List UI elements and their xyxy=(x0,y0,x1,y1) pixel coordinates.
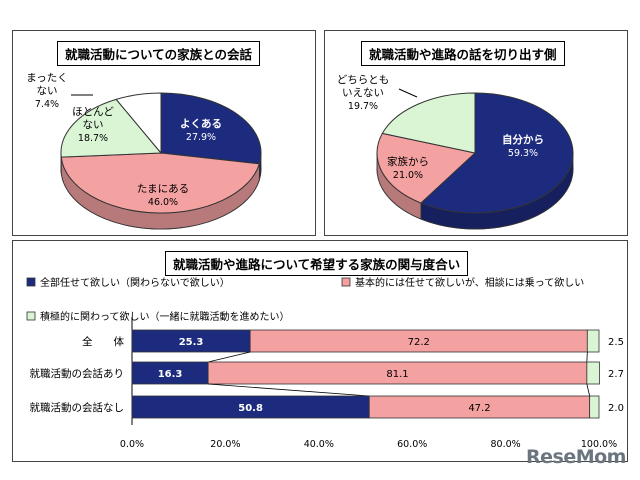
bar-segment xyxy=(586,329,600,353)
pie2-svg: 自分から 59.3% 家族から 21.0% どちらともいえない 19.7% xyxy=(337,74,574,230)
bar-svg: 全部任せて欲しい（関わらないで欲しい） 基本的には任せて欲しいが、相談には乗って欲… xyxy=(26,276,624,450)
series-connector-line xyxy=(208,351,251,363)
bar-panel-family-involvement: 就職活動や進路について希望する家族の関与度合い 全部任せて欲しい（関わらないで欲… xyxy=(12,240,628,462)
pie-slice-value: 18.7% xyxy=(78,133,108,144)
legend-swatch xyxy=(26,311,36,321)
x-tick-label: 20.0% xyxy=(210,439,240,450)
legend-label: 積極的に関わって欲しい（一緒に就職活動を進めたい） xyxy=(40,310,290,323)
pie-slice xyxy=(60,98,163,158)
pie-slice-label: どちらともいえない xyxy=(337,74,390,99)
pie-slice-value: 59.3% xyxy=(508,148,538,159)
x-tick-label: 80.0% xyxy=(491,439,521,450)
bar-value-label: 50.8 xyxy=(238,403,263,414)
bar-segment xyxy=(589,395,600,419)
pie-slice xyxy=(160,92,262,165)
bar-segment xyxy=(586,361,600,385)
legend-swatch xyxy=(26,277,36,287)
pie2-title: 就職活動や進路の話を切り出す側 xyxy=(361,41,565,66)
pie-slice xyxy=(115,92,162,155)
bar-value-label: 25.3 xyxy=(179,337,204,348)
pie-slice-label: よくある xyxy=(180,117,222,130)
pie-panel-who-starts-talk: 就職活動や進路の話を切り出す側 自分から 59.3% 家族から 21.0% どちらともい… xyxy=(324,30,628,236)
pie-slice-label: 自分から xyxy=(502,133,544,146)
pie-slice-label: ほとんどない xyxy=(72,106,114,131)
x-tick-label: 40.0% xyxy=(304,439,334,450)
pie-slice-value: 27.9% xyxy=(186,132,216,143)
bar-value-label: 72.2 xyxy=(408,337,430,348)
legend-label: 基本的には任せて欲しいが、相談には乗って欲しい xyxy=(355,276,584,289)
pie-slice xyxy=(376,132,477,204)
pie-slice-value: 19.7% xyxy=(348,101,378,112)
pie-slice-value: 21.0% xyxy=(393,170,423,181)
legend-label: 全部任せて欲しい（関わらないで欲しい） xyxy=(40,276,230,289)
resemom-watermark: ReseMom xyxy=(526,446,626,468)
pie-slice xyxy=(381,92,476,154)
pie-slice-value: 7.4% xyxy=(35,99,59,110)
pie-panel-family-conversation: 就職活動についての家族との会話 よくある 27.9% たまにある 46.0% ほとんどな… xyxy=(12,30,316,236)
x-tick-label: 60.0% xyxy=(397,439,427,450)
pie-leader-line xyxy=(398,88,418,98)
pie-slice-label: たまにある xyxy=(137,183,189,195)
category-label: 全 体 xyxy=(82,335,124,348)
pie-slice-label: まったくない xyxy=(26,72,68,97)
bar-value-label: 47.2 xyxy=(468,403,490,414)
bar-value-label: 81.1 xyxy=(386,369,408,380)
pie-slice xyxy=(60,152,261,214)
pie1-svg: よくある 27.9% たまにある 46.0% ほとんどない 18.7% まったくない 7.4% xyxy=(26,72,262,230)
pie-slice-value: 46.0% xyxy=(148,197,178,208)
series-connector-line xyxy=(586,383,591,397)
pie-slice-label: 家族から xyxy=(387,155,429,168)
pie-slice xyxy=(420,92,574,214)
x-tick-label: 100.0% xyxy=(581,439,617,450)
bar-value-label: 2.0 xyxy=(608,403,624,414)
bar-value-label: 16.3 xyxy=(158,369,183,380)
pie1-title: 就職活動についての家族との会話 xyxy=(57,41,261,66)
x-tick-label: 0.0% xyxy=(120,439,144,450)
legend-swatch xyxy=(341,277,351,287)
bar-value-label: 2.5 xyxy=(608,337,624,348)
bar-value-label: 2.7 xyxy=(608,369,624,380)
series-connector-line xyxy=(208,383,370,397)
category-label: 就職活動の会話あり xyxy=(30,367,125,380)
bar-title: 就職活動や進路について希望する家族の関与度合い xyxy=(165,251,469,276)
category-label: 就職活動の会話なし xyxy=(30,401,125,414)
